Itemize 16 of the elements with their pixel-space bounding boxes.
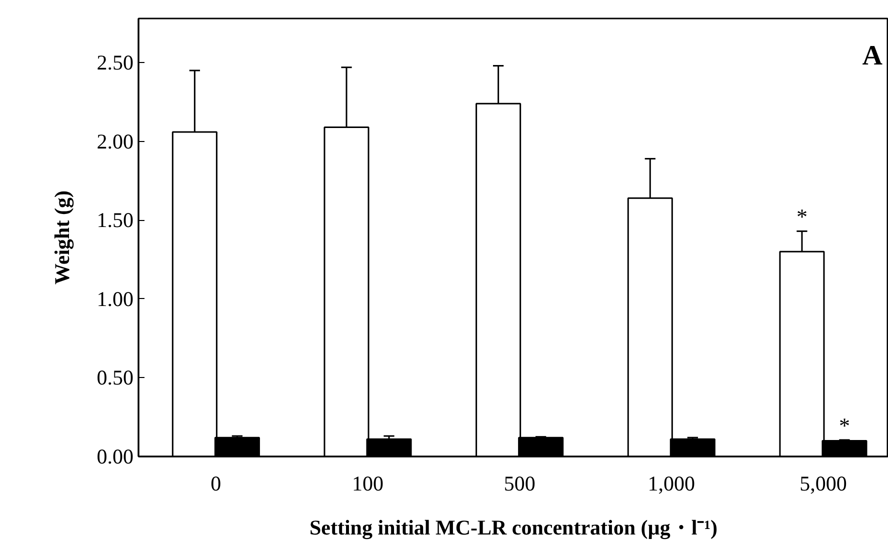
y-tick-label: 0.00 <box>96 444 134 468</box>
x-tick-label: 1,000 <box>648 472 696 496</box>
y-tick-label: 1.00 <box>96 286 134 311</box>
x-tick-label: 0 <box>210 472 222 496</box>
annotation: A <box>862 40 884 72</box>
x-tick-label: 5,000 <box>800 472 847 496</box>
x-tick-label: 100 <box>352 472 384 496</box>
annotation: * <box>796 204 808 230</box>
annotation: * <box>838 412 850 438</box>
y-axis-title: Weight (g) <box>50 190 74 284</box>
y-tick-label: 2.50 <box>96 50 134 75</box>
x-tick-label: 500 <box>504 472 536 496</box>
y-tick-label: 0.50 <box>96 366 134 390</box>
x-axis-title: Setting initial MC-LR concentration (µg・l⁻¹) <box>309 516 718 540</box>
y-tick-label: 2.00 <box>96 129 134 154</box>
y-tick-label: 1.50 <box>96 208 134 232</box>
